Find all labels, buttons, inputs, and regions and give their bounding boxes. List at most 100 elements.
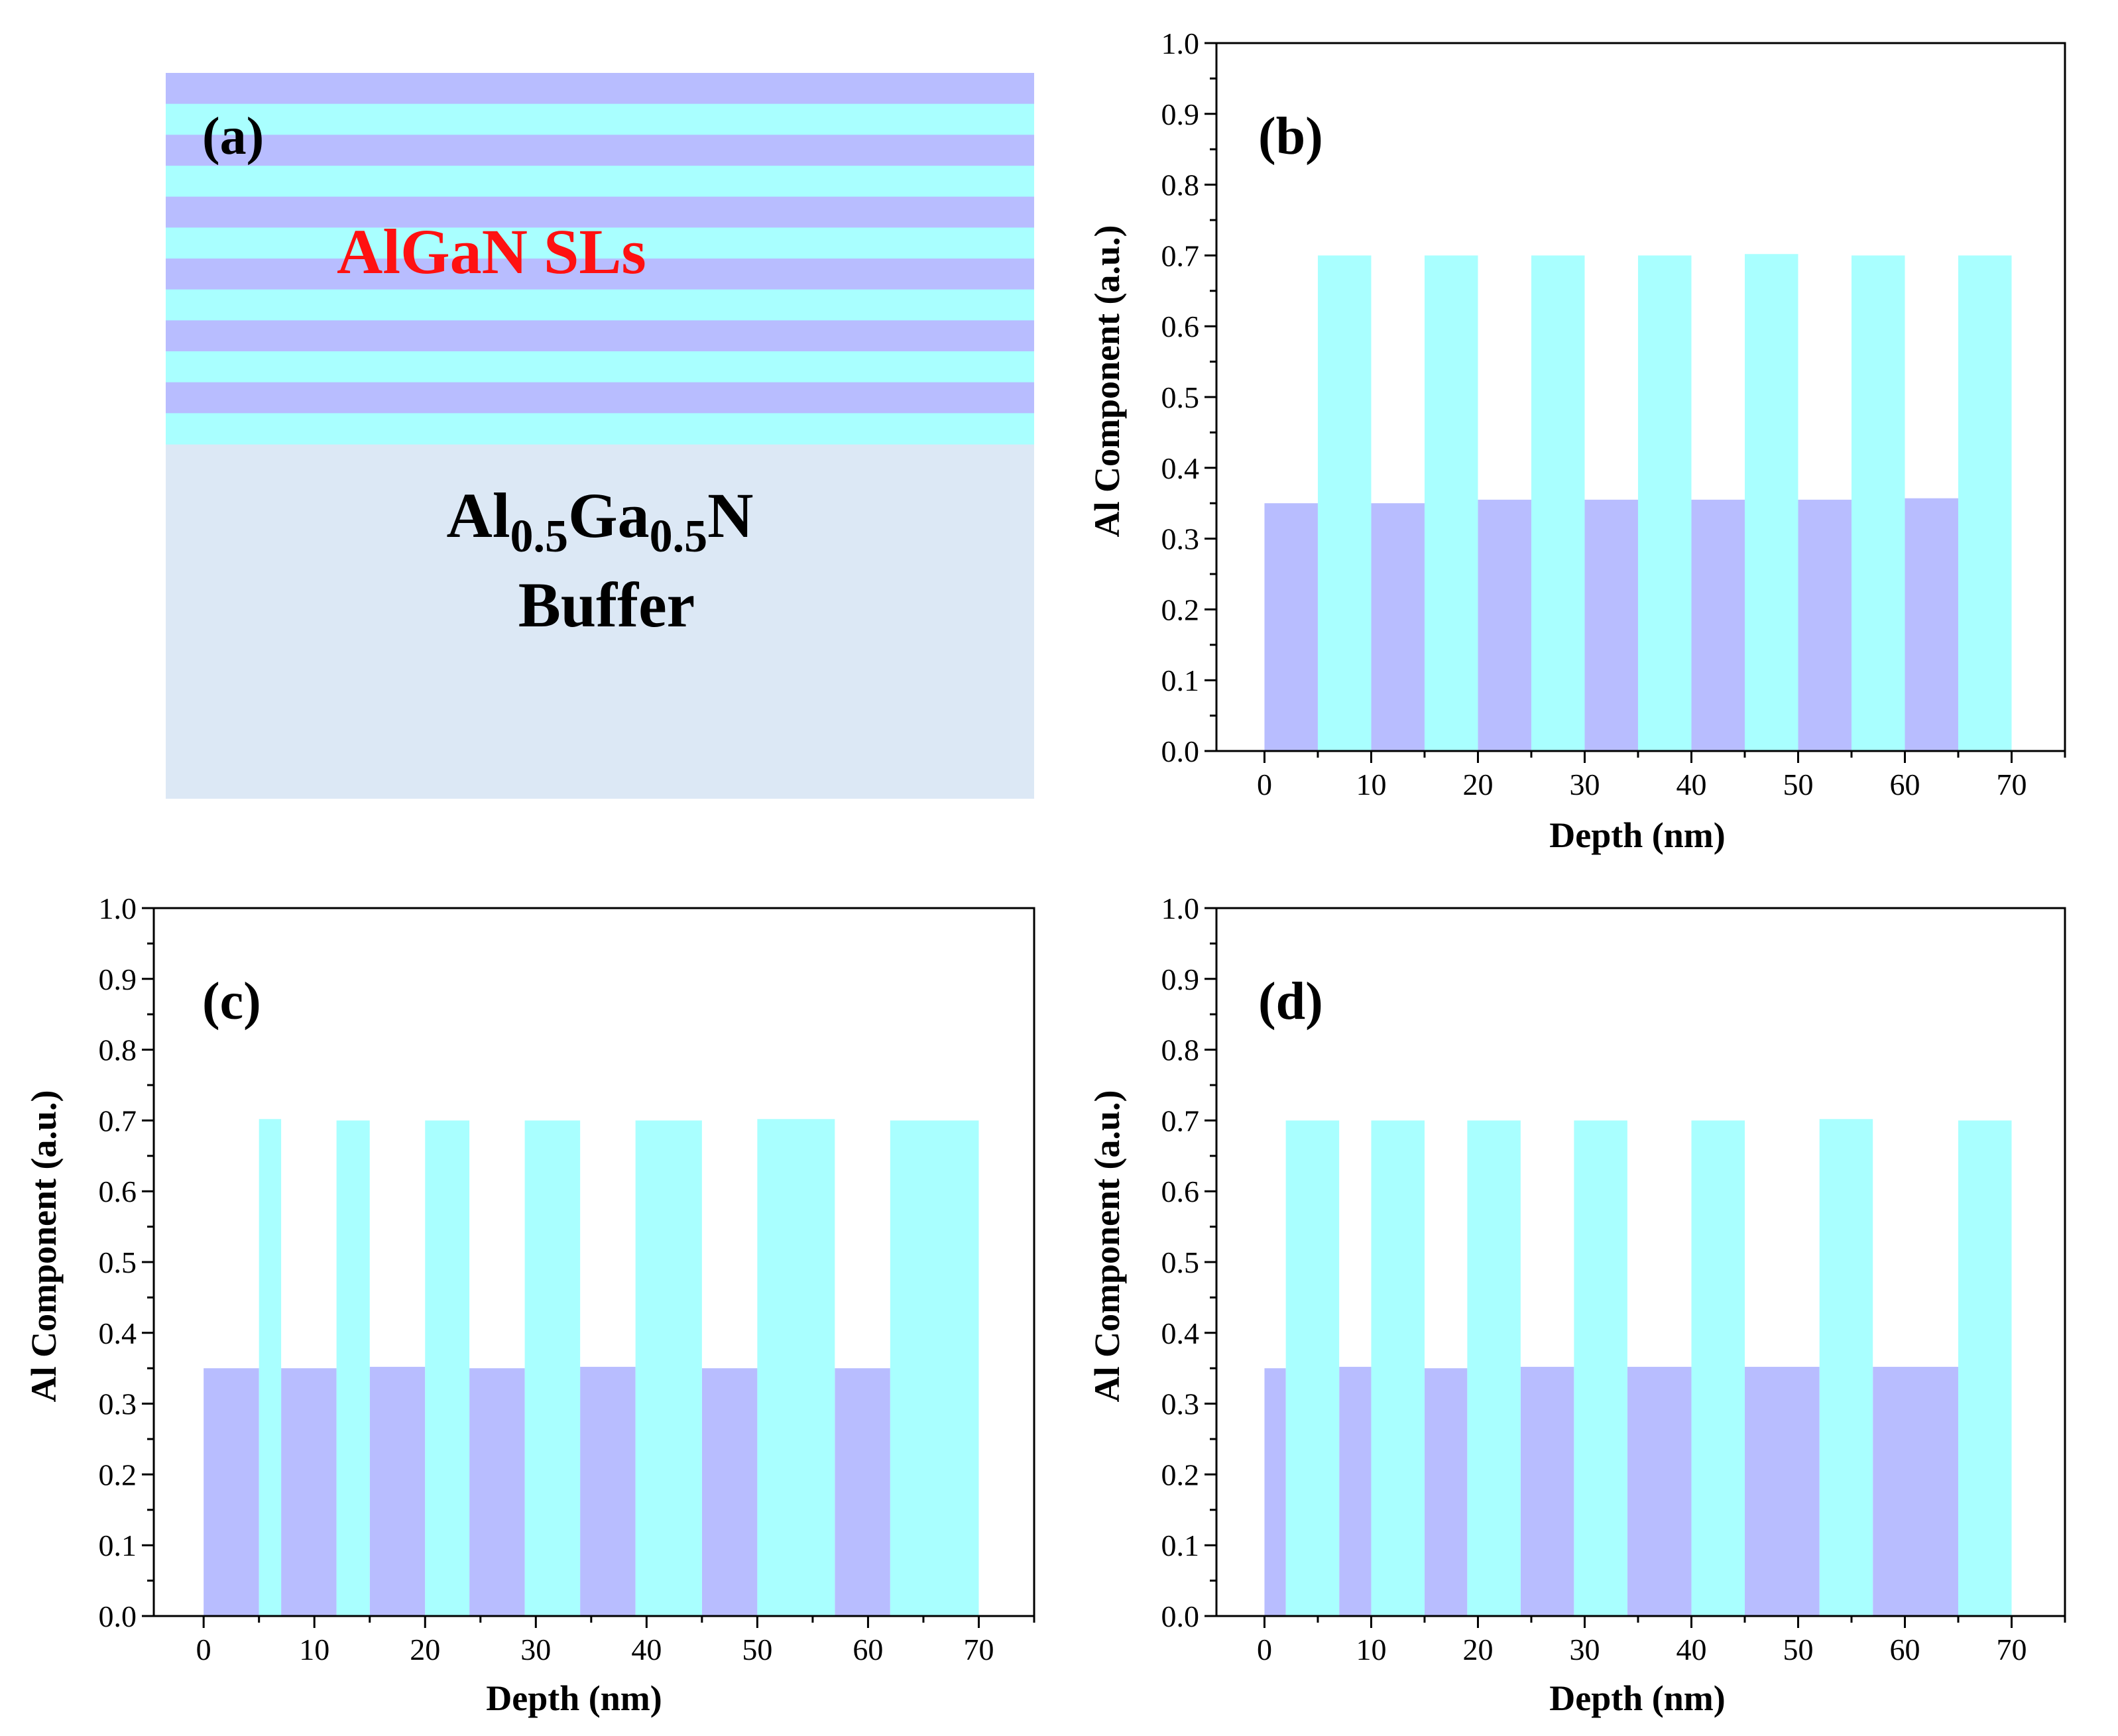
bar-barrier (425, 1120, 470, 1616)
chart-panel-d: 0 10 20 30 40 50 60 70 0.0 0.1 0.2 0.3 0.4 0.5 0.6 0.7… (1087, 892, 2066, 1718)
bar-barrier (1958, 1120, 2012, 1616)
bar-barrier (524, 1120, 581, 1616)
buffer-ga-subscript: 0.5 (650, 511, 708, 562)
y-tick-label: 0.1 (99, 1529, 137, 1562)
y-tick-label: 0.5 (1161, 380, 1200, 414)
y-tick-label: 1.0 (99, 892, 137, 925)
x-tick-label: 0 (1257, 1633, 1272, 1666)
bar-barrier (1691, 1120, 1745, 1616)
x-tick-label: 30 (1569, 1633, 1600, 1666)
schematic-panel: (a) AlGaN SLs Al0.5Ga0.5N Buffer (166, 73, 1034, 799)
y-tick-label: 1.0 (1161, 27, 1200, 60)
x-tick-label: 0 (196, 1633, 211, 1666)
y-tick-label: 0.1 (1161, 664, 1200, 697)
x-tick-label: 10 (299, 1633, 329, 1666)
y-tick-label: 0.8 (99, 1033, 137, 1067)
bar-barrier (1851, 255, 1905, 751)
x-tick-label: 10 (1356, 1633, 1386, 1666)
bar-barrier (1285, 1120, 1340, 1616)
x-tick-label: 60 (1889, 768, 1920, 801)
y-tick-label: 0.8 (1161, 1033, 1200, 1067)
x-axis-title-d: Depth (nm) (1549, 1678, 1726, 1718)
y-tick-label: 0.1 (1161, 1529, 1200, 1562)
bars (1264, 1119, 2012, 1616)
y-tick-label: 0.4 (1161, 451, 1200, 485)
bar-barrier (635, 1120, 702, 1616)
y-tick-label: 0.3 (1161, 1387, 1200, 1421)
x-tick-label: 40 (631, 1633, 662, 1666)
bar-well (701, 1368, 758, 1616)
x-tick-label: 60 (853, 1633, 883, 1666)
x-tick-label: 20 (410, 1633, 440, 1666)
bar-well (1905, 498, 1958, 751)
sl-layer-well (166, 135, 1034, 166)
bar-barrier (1371, 1120, 1425, 1616)
bar-well (1371, 503, 1425, 751)
bar-well (204, 1368, 259, 1616)
axes (1205, 42, 2066, 763)
y-tick-label: 0.5 (1161, 1245, 1200, 1279)
y-tick-label: 0.4 (99, 1316, 137, 1350)
y-tick-label: 0.9 (1161, 962, 1200, 996)
bar-well (1264, 1368, 1286, 1616)
y-tick-label: 0.2 (1161, 1458, 1200, 1491)
bar-barrier (1744, 254, 1798, 751)
chart-panel-c: 0 10 20 30 40 50 60 70 0.0 0.1 0.2 0.3 0.4 0.5 0.6 0.7… (24, 892, 1035, 1718)
sls-label: AlGaN SLs (337, 216, 646, 287)
buffer-composition-label: Al0.5Ga0.5N (447, 480, 754, 562)
sl-layer-well (166, 382, 1034, 414)
panel-label-d: (d) (1258, 972, 1323, 1031)
bar-barrier (1531, 255, 1585, 751)
y-axis-title-c: Al Component (a.u.) (24, 1090, 64, 1402)
x-tick-labels: 0 10 20 30 40 50 60 70 (1257, 1633, 2027, 1666)
bar-barrier (1424, 255, 1478, 751)
buffer-ga: Ga (568, 480, 650, 551)
bar-barrier (1958, 255, 2012, 751)
panel-label-b: (b) (1258, 107, 1323, 166)
x-axis-title-b: Depth (nm) (1549, 815, 1726, 855)
axes (1205, 907, 2066, 1628)
y-tick-label: 0.2 (1161, 593, 1200, 626)
x-tick-label: 70 (963, 1633, 994, 1666)
y-tick-label: 1.0 (1161, 892, 1200, 925)
bar-well (469, 1368, 525, 1616)
x-tick-label: 40 (1676, 1633, 1706, 1666)
x-tick-labels: 0 10 20 30 40 50 60 70 (1257, 768, 2027, 801)
superlattice-stack (166, 73, 1034, 445)
panel-label-c: (c) (202, 972, 261, 1031)
bar-well (369, 1367, 426, 1616)
bar-barrier (1819, 1119, 1873, 1616)
x-tick-label: 50 (1783, 1633, 1813, 1666)
bar-barrier (890, 1120, 979, 1616)
y-tick-label: 0.2 (99, 1458, 137, 1491)
x-tick-label: 60 (1889, 1633, 1920, 1666)
bar-barrier (1317, 255, 1372, 751)
x-tick-label: 50 (742, 1633, 772, 1666)
x-tick-label: 50 (1783, 768, 1813, 801)
y-tick-label: 0.6 (99, 1175, 137, 1208)
y-tick-label: 0.3 (99, 1387, 137, 1421)
bar-well (1691, 499, 1745, 751)
bar-barrier (259, 1119, 282, 1616)
sl-layer-barrier (166, 103, 1034, 135)
x-tick-label: 20 (1462, 768, 1493, 801)
bar-barrier (1467, 1120, 1521, 1616)
x-axis-title-c: Depth (nm) (486, 1678, 662, 1718)
bar-well (1798, 499, 1852, 751)
y-tick-label: 0.0 (1161, 1599, 1200, 1633)
bar-barrier (1574, 1120, 1627, 1616)
bar-well (1744, 1367, 1820, 1616)
x-tick-labels: 0 10 20 30 40 50 60 70 (196, 1633, 994, 1666)
y-tick-label: 0.3 (1161, 522, 1200, 556)
bar-barrier (757, 1119, 835, 1616)
bars (1264, 254, 2012, 751)
bar-well (580, 1367, 636, 1616)
y-tick-label: 0.0 (99, 1599, 137, 1633)
x-tick-label: 20 (1462, 1633, 1493, 1666)
y-axis-title-d: Al Component (a.u.) (1087, 1090, 1127, 1402)
buffer-n: N (707, 480, 753, 551)
buffer-layer (166, 444, 1034, 799)
y-tick-label: 0.0 (1161, 734, 1200, 768)
bar-barrier (336, 1120, 370, 1616)
x-tick-label: 70 (1997, 1633, 2027, 1666)
